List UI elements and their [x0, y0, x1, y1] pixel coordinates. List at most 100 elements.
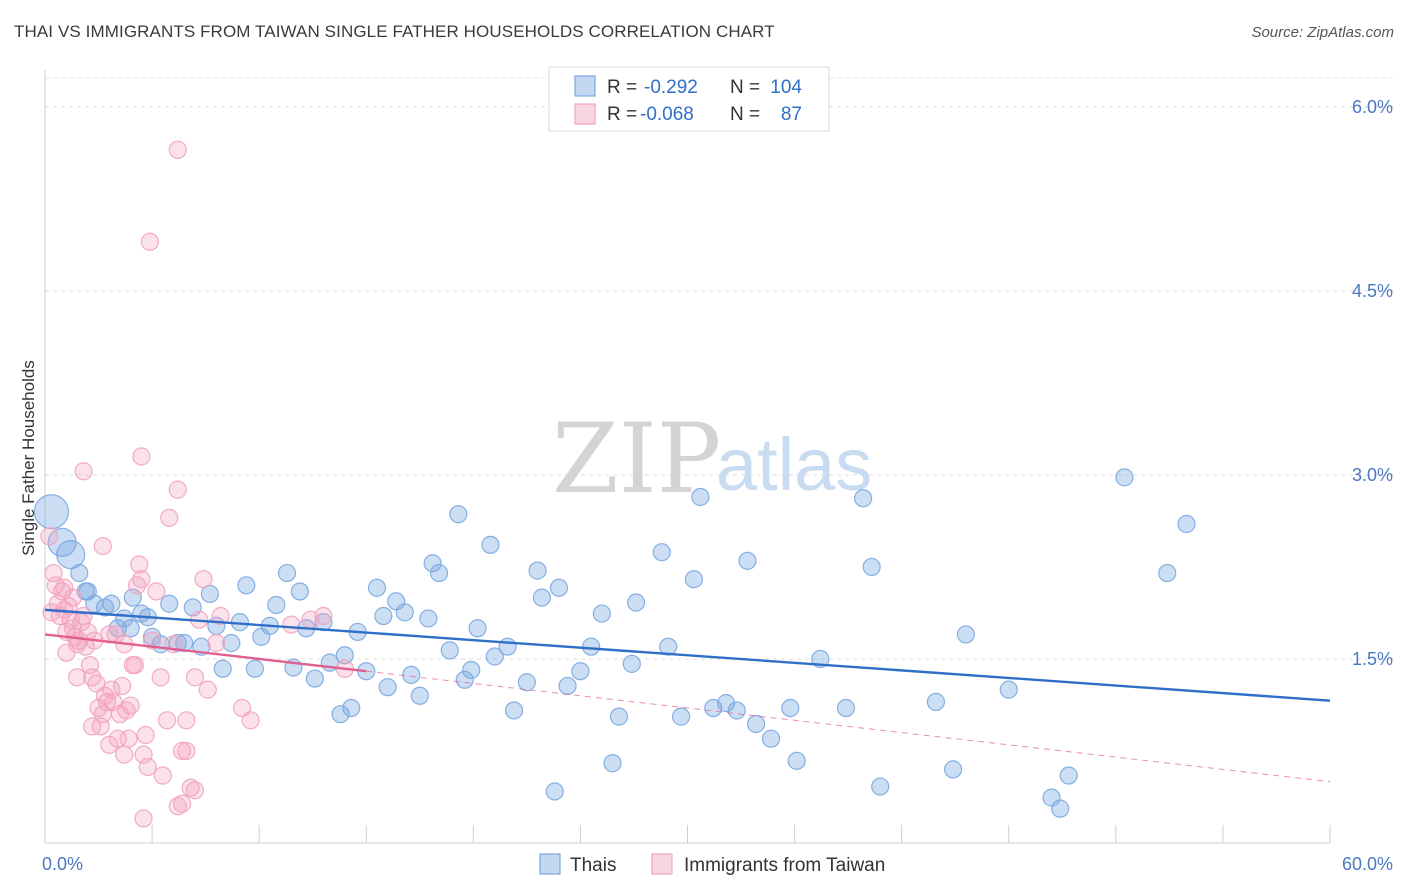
point-thais-68	[582, 637, 601, 656]
point-thais-80	[716, 694, 736, 713]
stats-r-label-taiwan: R =	[607, 104, 637, 125]
point-thais-51	[429, 563, 449, 583]
point-thais-73	[626, 593, 646, 612]
point-thais-83	[746, 714, 766, 734]
point-thais-25	[237, 576, 256, 595]
point-taiwan-50	[157, 711, 177, 730]
trend-thais	[44, 608, 1331, 702]
point-thais-55	[462, 660, 481, 680]
point-thais-67	[571, 662, 590, 681]
point-taiwan-60	[207, 633, 226, 653]
stats-n-value-thais: 104	[770, 77, 802, 98]
x-tick-labels: 0.0% 60.0%	[42, 854, 1393, 874]
y-axis-title: Single Father Households	[19, 360, 38, 556]
point-thais-30	[277, 563, 297, 583]
point-thais-39	[342, 698, 361, 718]
trend-lines	[44, 608, 1331, 783]
legend-swatch-thais[interactable]	[539, 853, 561, 875]
point-thais-77	[684, 570, 704, 589]
point-taiwan-42	[132, 570, 151, 589]
point-thais-100	[1158, 563, 1177, 583]
point-thais-7	[102, 594, 121, 613]
point-taiwan-73	[160, 508, 179, 527]
point-taiwan-45	[138, 757, 157, 777]
point-thais-38	[335, 646, 354, 665]
point-thais-85	[781, 698, 800, 718]
point-thais-43	[374, 606, 393, 626]
data-points	[33, 140, 1196, 828]
point-taiwan-54	[177, 711, 196, 730]
point-taiwan-69	[140, 232, 160, 251]
point-thais-97	[1051, 799, 1070, 818]
point-thais-88	[836, 698, 856, 718]
point-thais-23	[222, 633, 241, 653]
y-tick-label-2: 4.5%	[1352, 281, 1393, 301]
legend-label-thais[interactable]: Thais	[570, 855, 616, 876]
point-taiwan-47	[147, 582, 166, 601]
point-taiwan-58	[194, 570, 213, 589]
chart-title: THAI VS IMMIGRANTS FROM TAIWAN SINGLE FA…	[14, 22, 775, 41]
point-thais-52	[440, 641, 459, 660]
point-thais-101	[1177, 514, 1196, 534]
stats-n-value-taiwan: 87	[781, 104, 802, 125]
point-taiwan-44	[136, 725, 155, 745]
watermark: ZIP atlas	[552, 403, 872, 515]
point-taiwan-85	[63, 588, 82, 607]
point-thais-59	[498, 637, 517, 656]
legend-label-taiwan[interactable]: Immigrants from Taiwan	[684, 855, 885, 876]
legend-swatch-taiwan[interactable]	[651, 853, 673, 875]
point-taiwan-33	[112, 676, 132, 696]
point-thais-61	[517, 673, 536, 692]
point-taiwan-15	[74, 606, 93, 626]
point-thais-82	[738, 551, 757, 570]
trend-ext-taiwan	[366, 670, 1331, 783]
point-taiwan-70	[132, 447, 151, 466]
x-tick-label-1: 60.0%	[1342, 854, 1393, 874]
point-thais-70	[603, 754, 622, 773]
point-taiwan-83	[177, 741, 196, 761]
point-thais-75	[659, 637, 678, 656]
point-thais-3	[70, 563, 89, 583]
point-taiwan-76	[57, 643, 76, 662]
x-tick-label-0: 0.0%	[42, 854, 83, 874]
point-thais-86	[787, 751, 806, 770]
point-thais-2	[56, 540, 86, 570]
point-taiwan-82	[172, 794, 192, 813]
point-thais-44	[378, 678, 397, 697]
point-taiwan-48	[151, 668, 170, 687]
point-thais-66	[558, 676, 577, 696]
stats-n-label-thais: N =	[730, 77, 760, 98]
point-taiwan-49	[153, 766, 172, 785]
point-thais-50	[423, 554, 442, 573]
point-thais-48	[410, 686, 429, 705]
point-thais-34	[305, 669, 324, 688]
stats-r-value-taiwan: -0.068	[640, 104, 694, 125]
point-thais-15	[160, 594, 179, 613]
point-thais-92	[926, 692, 946, 711]
point-thais-71	[609, 707, 629, 726]
point-taiwan-62	[232, 698, 252, 718]
point-taiwan-81	[134, 809, 153, 828]
point-thais-46	[395, 603, 414, 622]
point-taiwan-74	[93, 536, 112, 556]
point-thais-37	[331, 705, 350, 724]
point-taiwan-71	[74, 462, 93, 481]
stats-r-label-thais: R =	[607, 77, 637, 98]
point-taiwan-84	[185, 781, 205, 800]
point-thais-89	[854, 489, 873, 508]
point-thais-1	[47, 527, 77, 557]
point-thais-0	[33, 494, 70, 530]
point-thais-58	[485, 647, 504, 666]
point-thais-90	[862, 557, 881, 577]
point-thais-98	[1059, 766, 1078, 785]
point-taiwan-79	[100, 735, 119, 754]
point-taiwan-39	[125, 655, 145, 675]
point-taiwan-86	[42, 603, 61, 622]
point-taiwan-61	[211, 606, 230, 626]
point-taiwan-77	[68, 668, 87, 687]
point-thais-26	[245, 659, 264, 678]
point-taiwan-36	[119, 729, 138, 748]
series-legend: Thais Immigrants from Taiwan	[539, 853, 885, 876]
y-tick-label-1: 3.0%	[1352, 465, 1393, 485]
point-thais-91	[871, 777, 890, 796]
